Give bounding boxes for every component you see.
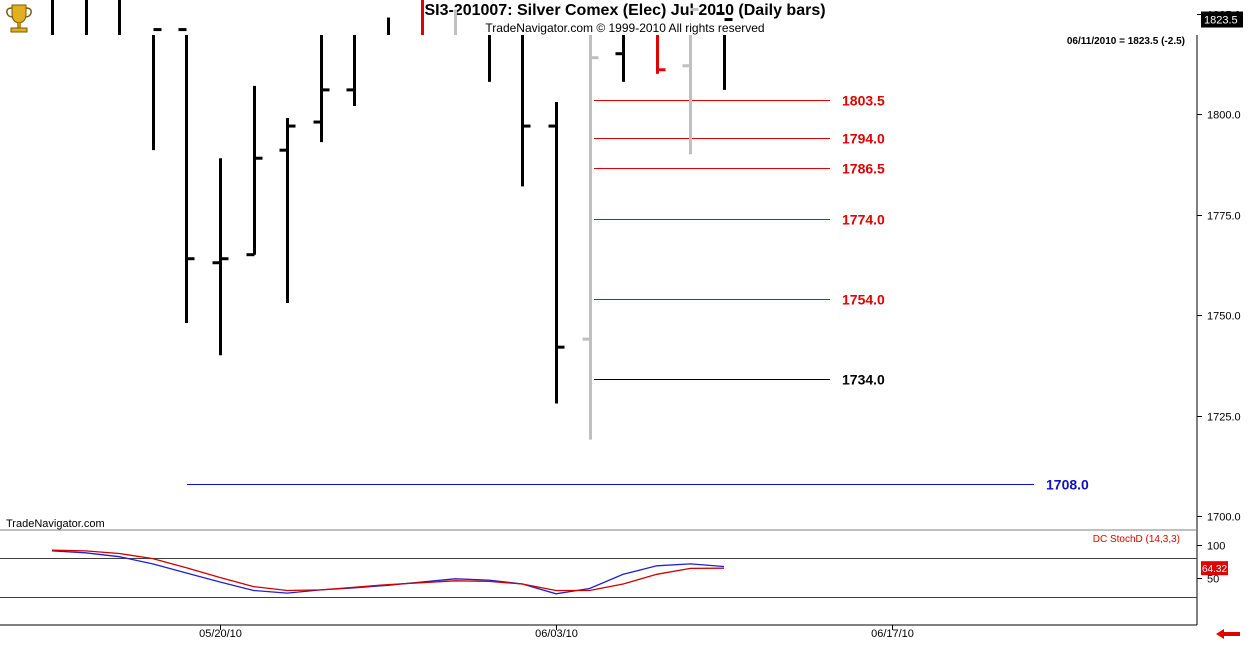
stoch-value-label: 64.32 <box>1202 564 1227 575</box>
stoch-value-tag <box>1201 561 1228 576</box>
last-price-tag <box>1201 11 1243 28</box>
stochastic-panel: 50 100 DC StochD (14,3,3) 64.32 <box>0 534 1228 598</box>
trophy-logo-icon[interactable] <box>4 2 34 34</box>
price-axis: 1700.01725.01750.01775.01800.01825.01850… <box>1197 10 1243 524</box>
price-tick-label: 1725.0 <box>1207 412 1241 424</box>
stoch-line <box>51 550 725 595</box>
level-label: 1803.5 <box>842 93 885 109</box>
last-quote: 06/11/2010 = 1823.5 (-2.5) <box>1066 36 1185 47</box>
level-label: 1786.5 <box>842 161 885 177</box>
stoch-tick-label: 50 <box>1207 574 1219 586</box>
date-tick-label: 05/20/10 <box>199 628 242 640</box>
stoch-tick-label: 100 <box>1207 541 1225 553</box>
stoch-title: DC StochD (14,3,3) <box>1093 534 1180 545</box>
date-axis: 05/20/10 06/03/10 06/17/10 <box>199 625 914 640</box>
date-tick-label: 06/03/10 <box>535 628 578 640</box>
date-tick-label: 06/17/10 <box>871 628 914 640</box>
left-arrow-icon[interactable] <box>1214 627 1242 639</box>
price-tick-label: 1800.0 <box>1207 110 1241 122</box>
last-price-label: 1823.5 <box>1204 15 1238 27</box>
support-resistance-levels: 1918.51880.51856.51803.51794.01786.51774… <box>187 93 1089 493</box>
level-label: 1708.0 <box>1046 477 1089 493</box>
copyright-subtitle: TradeNavigator.com © 1999-2010 All right… <box>485 21 765 35</box>
price-bars <box>51 0 733 440</box>
price-tick-label: 1750.0 <box>1207 311 1241 323</box>
price-tick-label: 1775.0 <box>1207 211 1241 223</box>
level-label: 1794.0 <box>842 131 885 147</box>
level-label: 1754.0 <box>842 292 885 308</box>
price-tick-label: 1700.0 <box>1207 512 1241 524</box>
level-label: 1774.0 <box>842 212 885 228</box>
brand-watermark: TradeNavigator.com <box>6 518 105 530</box>
stoch-line <box>51 549 725 592</box>
level-label: 1734.0 <box>842 372 885 388</box>
chart-title: SI3-201007: Silver Comex (Elec) Jul 2010… <box>424 2 826 19</box>
